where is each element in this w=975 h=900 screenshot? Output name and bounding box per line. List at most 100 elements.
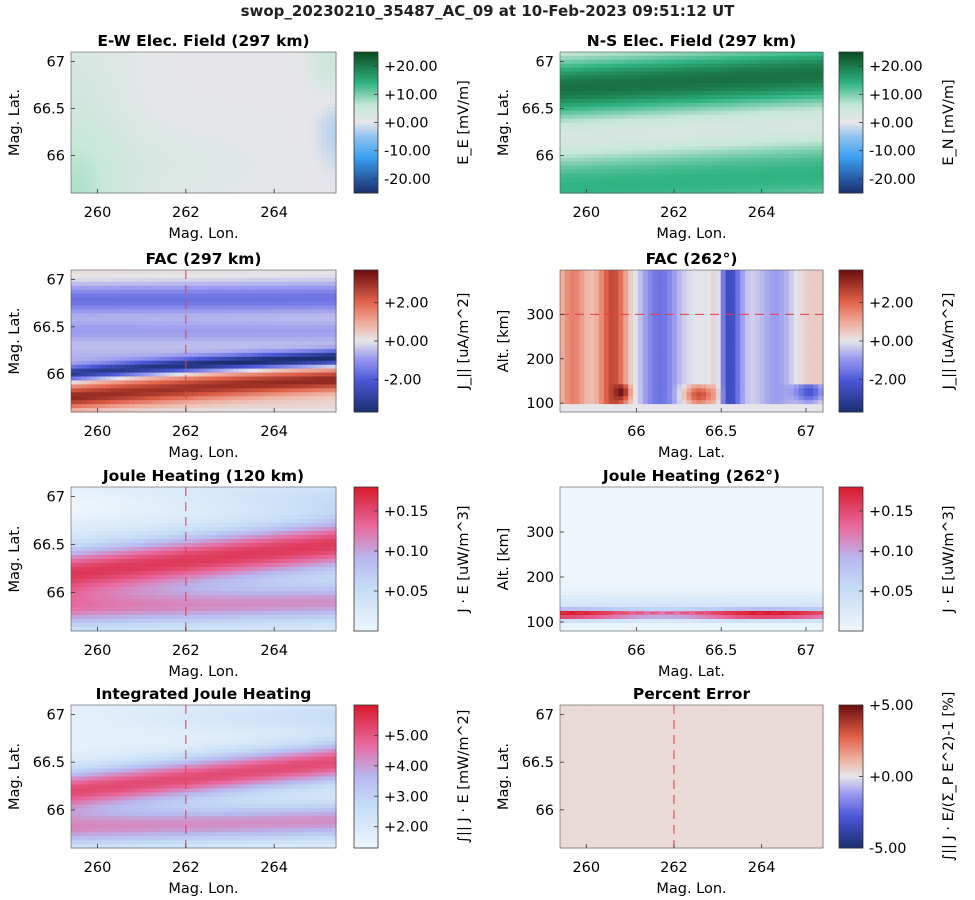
ew-cell (272, 95, 278, 100)
ns-cell (681, 75, 688, 81)
fac-cell (139, 380, 146, 385)
ew-cell (188, 157, 195, 163)
ew-cell (272, 177, 278, 182)
fac-cell (100, 313, 106, 318)
fac-cell (154, 305, 160, 311)
ew-cell (257, 126, 263, 131)
fac-cell (134, 293, 141, 299)
ns-cell (637, 153, 644, 159)
fac-cell (139, 309, 146, 314)
fac-cell (124, 285, 131, 291)
ns-cell (642, 106, 649, 112)
ns-cell (691, 165, 697, 171)
ew-cell (316, 185, 322, 190)
fac-cell (71, 388, 77, 393)
ew-cell (296, 153, 303, 159)
ns-cell (691, 122, 697, 128)
fac-cell (100, 321, 106, 326)
fac-cell (169, 317, 175, 322)
ns-cell (696, 142, 702, 147)
ew-cell (208, 177, 214, 182)
ns-cell (749, 177, 756, 182)
ns-cell (598, 55, 605, 61)
ns-cell (813, 130, 819, 135)
ns-colorbar-step (839, 70, 863, 74)
fac-cell (71, 270, 77, 275)
ns-cell (764, 165, 771, 171)
fac-cell (178, 341, 185, 346)
ew-cell (316, 52, 322, 57)
fac-cell (193, 321, 200, 326)
fac-cell (80, 396, 87, 401)
ns-colorbar-step (839, 82, 863, 86)
fac-cell (134, 333, 141, 338)
ew-cell (80, 79, 87, 84)
ns-cell (749, 130, 756, 135)
fac-cell (188, 333, 195, 338)
ew-cell (110, 138, 116, 143)
ns-cell (774, 67, 780, 73)
ns-cell (637, 91, 644, 96)
ew-cell (169, 55, 175, 61)
ns-cell (720, 95, 727, 100)
ew-cell (100, 55, 106, 61)
fac-cell (100, 273, 106, 279)
ns-colorbar-step (839, 91, 863, 95)
ns-cell (691, 185, 697, 190)
fac-cell (149, 352, 156, 358)
ns-cell (710, 130, 717, 135)
ns-cell (637, 118, 644, 124)
ns-cell (788, 169, 795, 175)
ns-cell (564, 52, 571, 57)
ns-cell (696, 157, 702, 163)
ns-cell (594, 177, 600, 182)
ew-cell (134, 106, 141, 112)
fac-cell (110, 297, 116, 303)
fac-cell (100, 333, 106, 338)
ns-cell (720, 106, 727, 112)
ns-colorbar-step (839, 164, 863, 168)
ns-cell (569, 134, 576, 139)
ns-cell (618, 63, 624, 69)
fac-cell (124, 281, 131, 287)
ns-cell (803, 79, 809, 84)
ns-cell (691, 181, 697, 186)
fac-cell (115, 372, 121, 378)
ns-cell (725, 102, 732, 108)
ns-cell (691, 134, 697, 139)
fac-cell (75, 388, 82, 393)
fac-cell (95, 376, 102, 382)
ew-cell (139, 55, 146, 61)
ns-cell (603, 55, 610, 61)
ns-cell (715, 165, 722, 171)
ns-cell (667, 185, 673, 190)
ns-cell (715, 173, 722, 178)
ns-cell (613, 102, 620, 108)
ns-cell (647, 87, 654, 92)
ns-cell (710, 157, 717, 163)
ns-cell (779, 130, 785, 135)
ew-cell (169, 91, 175, 96)
ew-cell (296, 165, 303, 171)
ew-cell (311, 99, 317, 104)
ew-cell (124, 177, 131, 182)
ns-cell (769, 118, 775, 124)
ew-cell (213, 114, 219, 120)
fac-cell (80, 337, 87, 342)
ns-cell (584, 177, 590, 182)
ew-cell (183, 126, 190, 131)
fac-cell (120, 392, 126, 397)
ns-cell (720, 67, 727, 73)
ns-cell (730, 177, 736, 182)
ew-cell (237, 106, 244, 112)
ns-cell (720, 189, 727, 194)
ns-cell (676, 106, 683, 112)
ns-cell (691, 67, 697, 73)
ew-cell (326, 110, 332, 116)
ew-cell (301, 55, 308, 61)
ns-colorbar-step (839, 141, 863, 145)
fac-cell (154, 380, 160, 385)
fac-cell (178, 333, 185, 338)
ew-cell (139, 59, 146, 65)
fac-cell (80, 285, 87, 291)
